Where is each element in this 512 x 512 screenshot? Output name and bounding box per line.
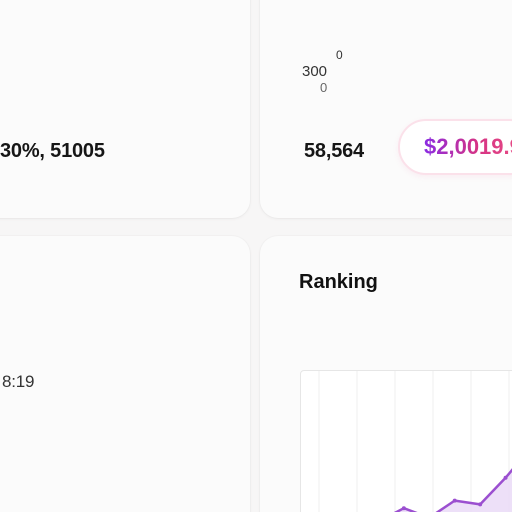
metric-card-top-right[interactable]	[260, 0, 512, 218]
chart-series-line	[393, 468, 512, 512]
chart-point	[478, 502, 483, 507]
mini-value: 300	[302, 63, 328, 80]
mini-value: 0	[336, 48, 343, 62]
chart-point	[503, 475, 508, 480]
metric-card-top-left[interactable]	[0, 0, 250, 218]
time-value: 8:19	[2, 372, 35, 391]
ranking-chart	[300, 370, 512, 512]
metric-card-bottom-left[interactable]	[0, 236, 250, 512]
chart-point	[401, 506, 406, 511]
chart-point	[452, 498, 457, 503]
amount-value: $2,0019.9	[424, 134, 512, 160]
amount-pill[interactable]: $2,0019.9	[398, 119, 512, 175]
mini-value: 0	[320, 80, 328, 95]
metric-value: 58,564	[304, 140, 364, 162]
ranking-chart-svg	[318, 371, 512, 512]
ranking-title: Ranking	[299, 271, 378, 293]
metric-value: 30%, 51005	[0, 140, 105, 162]
